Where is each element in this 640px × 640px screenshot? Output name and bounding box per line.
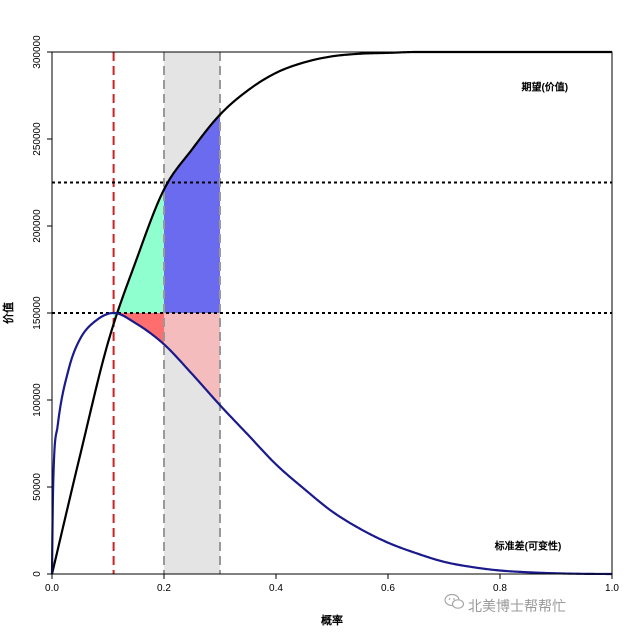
expectation-curve-label: 期望(价值) [521,80,568,93]
stddev-curve-label: 标准差(可变性) [494,540,562,553]
x-tick-label-1: 0.2 [157,583,171,594]
wechat-icon [444,593,465,609]
watermark: 北美博士帮帮忙 [444,593,566,615]
y-tick-label-4: 200000 [32,209,43,243]
y-tick-label-6: 300000 [32,35,43,69]
y-tick-label-3: 150000 [32,296,43,330]
blue-area [164,114,220,313]
x-tick-label-5: 1.0 [605,583,619,594]
y-tick-label-2: 100000 [32,383,43,417]
x-tick-label-3: 0.6 [381,583,395,594]
red-area [113,313,164,345]
x-tick-label-4: 0.8 [493,583,507,594]
y-axis-title: 价值 [1,302,15,324]
stddev-curve [50,311,613,576]
axes-layer: 0.0 0.2 0.4 0.6 0.8 1.0 0 50000 100000 150000 2000… [32,35,619,594]
y-tick-label-0: 0 [32,571,43,577]
x-tick-label-2: 0.4 [269,583,283,594]
x-tick-label-0: 0.0 [45,583,59,594]
y-tick-label-5: 250000 [32,122,43,156]
reference-lines-layer [52,52,612,574]
y-tick-label-1: 50000 [32,473,43,501]
watermark-text: 北美博士帮帮忙 [468,598,566,615]
x-axis-title: 概率 [321,613,343,627]
pink-area [164,313,220,406]
